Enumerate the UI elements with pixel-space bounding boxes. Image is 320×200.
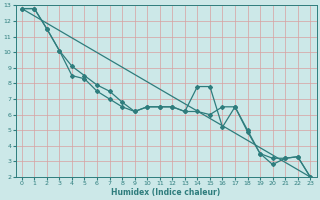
X-axis label: Humidex (Indice chaleur): Humidex (Indice chaleur) — [111, 188, 221, 197]
